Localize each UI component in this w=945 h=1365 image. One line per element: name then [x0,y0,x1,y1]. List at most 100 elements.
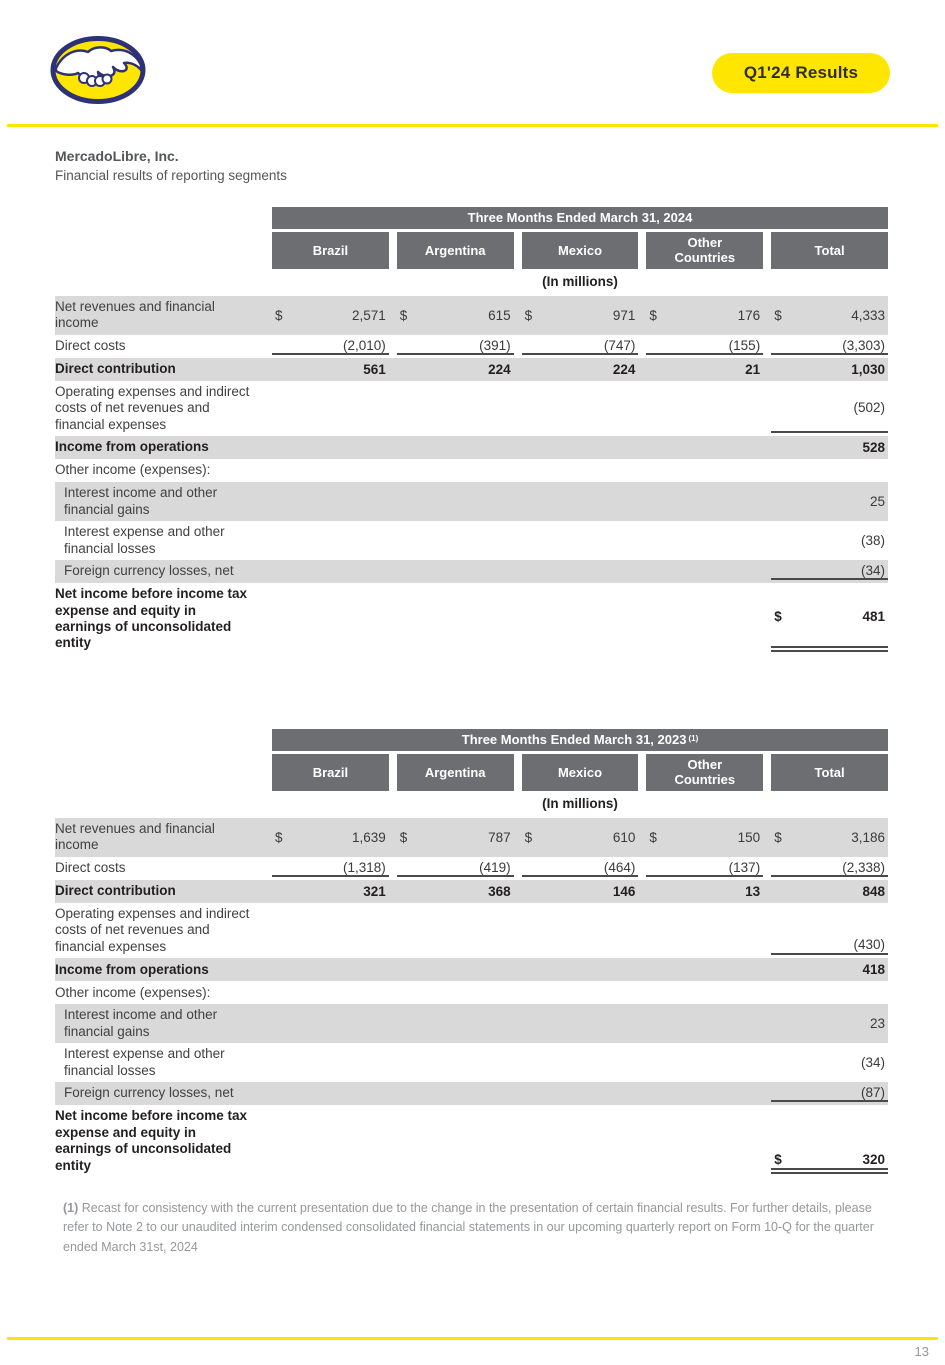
value-cell [646,462,763,479]
segments-table: Three Months Ended March 31, 2024 Brazil A… [55,206,888,655]
value-cell: (419) [396,860,514,877]
value-cell: (2,338) [771,860,888,877]
value-cell [522,462,639,479]
value-cell [522,1085,639,1102]
value-cell: 25 [869,494,885,510]
header-divider [7,124,938,127]
value-cell [272,524,389,557]
row-label: Direct contribution [55,883,176,899]
table-row: Operating expenses and indirect costs of… [55,381,888,436]
mercadolibre-logo [50,34,146,111]
value-cell: $1,639 [275,829,386,845]
value-cell [272,906,389,955]
column-headers: Brazil Argentina Mexico Other Countries Tota… [272,753,888,791]
value-cell [646,984,763,1001]
table-row: Interest expense and other financial los… [55,521,888,560]
row-label: Interest income and other financial gain… [64,1007,218,1039]
column-header: Total [771,231,888,269]
value-cell: $610 [524,829,636,845]
row-label: Income from operations [55,439,209,455]
value-cell: (34) [771,563,888,581]
value-cell: 224 [488,361,511,377]
value-cell [522,906,639,955]
value-cell [522,961,639,978]
table-row: Income from operations 528 [55,436,888,460]
row-label: Net revenues and financial income [55,820,215,853]
value-cell [272,563,389,580]
column-header: Other Countries [646,753,764,791]
value-cell: $4,333 [774,307,885,323]
value-cell: $150 [649,829,761,845]
row-label: Direct costs [55,860,126,876]
handshake-icon [50,36,146,104]
value-cell: $320 [771,1108,888,1175]
value-cell [522,485,639,518]
value-cell [397,384,514,433]
table-row: Foreign currency losses, net (87) [55,1082,888,1106]
value-cell: (747) [521,338,639,355]
value-cell: (1,318) [272,860,389,877]
table-row: Net income before income tax expense and… [55,1105,888,1177]
value-cell [397,1046,514,1079]
value-cell: 23 [869,1016,885,1032]
value-cell: $3,186 [774,829,885,845]
value-cell: 418 [862,962,885,978]
footnote: (1) Recast for consistency with the curr… [55,1199,881,1257]
value-cell [522,524,639,557]
table-row: Direct costs (1,318) (419) (464) (137) (2,338… [55,857,888,880]
page-number: 13 [914,1344,929,1359]
table-row: Operating expenses and indirect costs of… [55,903,888,958]
table-row: Net revenues and financial income $2,571 $… [55,295,888,335]
column-header: Argentina [396,753,514,791]
value-cell [397,984,514,1001]
company-title: MercadoLibre, Inc. [55,148,179,164]
value-cell [272,961,389,978]
value-cell: $481 [771,586,888,652]
tables-container: Three Months Ended March 31, 2024 Brazil A… [55,206,888,1177]
value-cell [397,462,514,479]
value-cell: (155) [646,338,764,355]
value-cell: 368 [488,883,511,899]
value-cell [646,586,763,652]
value-cell [272,439,389,456]
value-cell [646,906,763,955]
row-label: Foreign currency losses, net [64,1085,234,1101]
value-cell [522,1108,639,1174]
column-header: Brazil [272,753,389,791]
table-row: Direct contribution 321 368 146 13 848 [55,879,888,903]
column-header: Brazil [272,231,389,269]
value-cell: (2,010) [272,338,389,355]
value-cell: 224 [612,361,636,377]
main-content: MercadoLibre, Inc. Financial results of … [55,146,888,1257]
value-cell: 13 [745,883,761,899]
column-header: Mexico [521,231,639,269]
table-row: Interest expense and other financial los… [55,1043,888,1082]
value-cell [397,961,514,978]
value-cell [522,1007,639,1040]
column-header: Mexico [521,753,639,791]
footer-divider [7,1337,938,1340]
value-cell [272,384,389,433]
value-cell: (87) [771,1085,888,1103]
value-cell [522,1046,639,1079]
value-cell [646,1007,763,1040]
row-label: Other income (expenses): [55,984,211,1000]
value-cell [272,462,389,479]
value-cell [522,439,639,456]
value-cell [397,1085,514,1102]
table-row: Direct contribution 561 224 224 21 1,030 [55,357,888,381]
units-note: (In millions) [542,795,618,811]
value-cell: (34) [860,1055,885,1071]
value-cell [522,563,639,580]
value-cell [646,384,763,433]
value-cell [397,485,514,518]
value-cell [397,586,514,652]
table-row: Interest income and other financial gain… [55,482,888,522]
row-label: Direct costs [55,338,126,354]
value-cell [397,439,514,456]
value-cell: 561 [363,361,386,377]
row-label: Income from operations [55,961,209,977]
value-cell: (502) [771,384,888,434]
value-cell [522,384,639,433]
value-cell [646,524,763,557]
